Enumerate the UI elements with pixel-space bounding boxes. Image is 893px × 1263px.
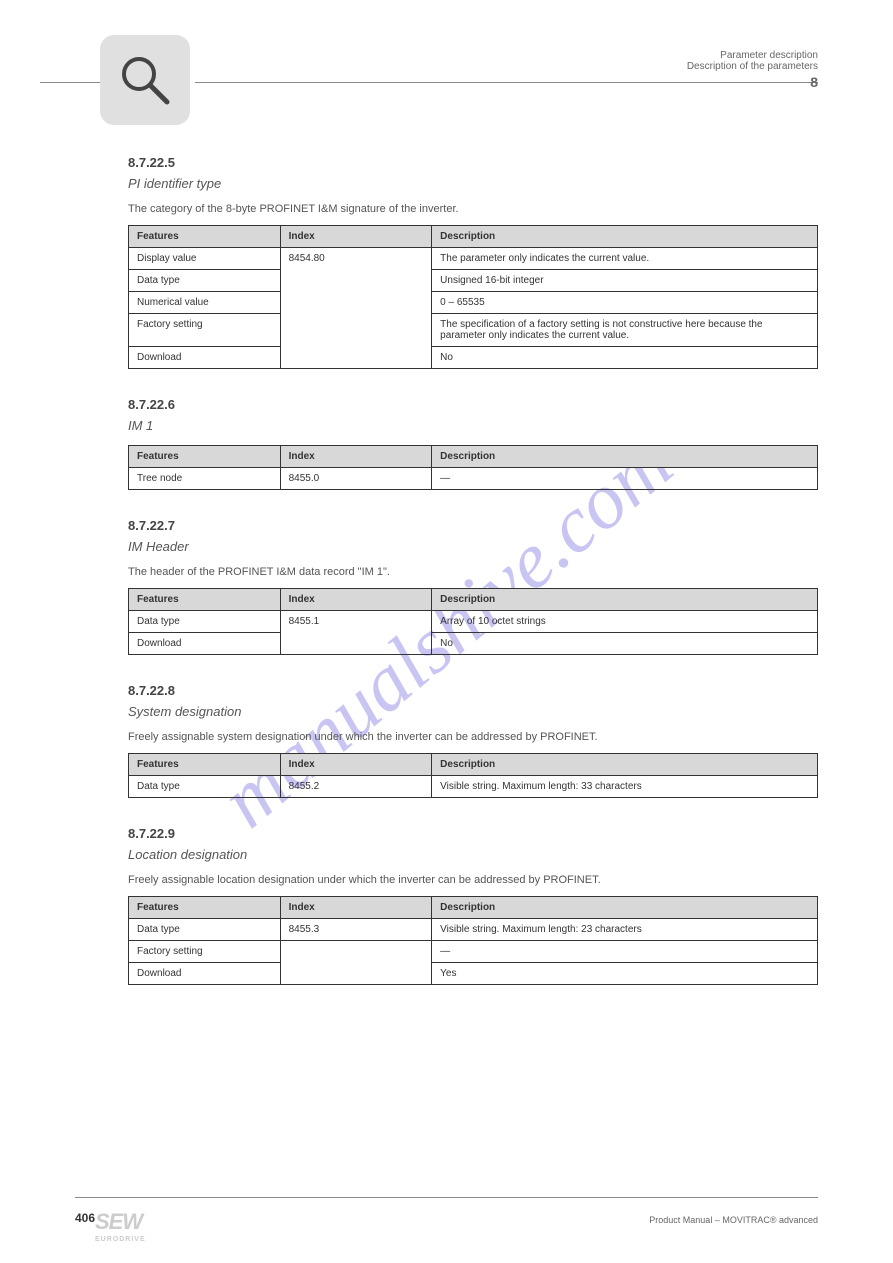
section-title: Location designation (128, 847, 818, 862)
table-cell: Data type (129, 776, 281, 798)
table-cell: Data type (129, 611, 281, 633)
table-row: Data type8455.1Array of 10 octet strings (129, 611, 818, 633)
param-table: FeaturesIndexDescriptionDisplay value845… (128, 225, 818, 369)
table-row: Numerical value 0 – 65535 (129, 292, 818, 314)
table-row: Tree node8455.0— (129, 468, 818, 490)
section: 8.7.22.9 Location designation Freely assig… (128, 826, 818, 985)
section-number: 8.7.22.7 (128, 518, 818, 533)
table-header: Description (432, 589, 818, 611)
table-row: Download No (129, 347, 818, 369)
param-table: FeaturesIndexDescriptionData type8455.1A… (128, 588, 818, 655)
table-header: Description (432, 226, 818, 248)
table-header: Description (432, 897, 818, 919)
table-row: Data type8455.3Visible string. Maximum l… (129, 919, 818, 941)
table-cell: Data type (129, 270, 281, 292)
section-number: 8.7.22.5 (128, 155, 818, 170)
table-cell: Download (129, 963, 281, 985)
section-number: 8.7.22.6 (128, 397, 818, 412)
table-cell: Download (129, 347, 281, 369)
section-desc: Freely assignable location designation u… (128, 874, 818, 886)
section: 8.7.22.5 PI identifier type The category o… (128, 155, 818, 369)
section-desc: The category of the 8-byte PROFINET I&M … (128, 203, 818, 215)
param-table: FeaturesIndexDescriptionTree node8455.0— (128, 445, 818, 490)
table-cell: Download (129, 633, 281, 655)
sew-logo: SEW (95, 1209, 142, 1235)
table-header: Features (129, 226, 281, 248)
main-content: 8.7.22.5 PI identifier type The category o… (128, 155, 818, 1013)
page-number: 406 (75, 1211, 95, 1225)
table-row: Factory setting — (129, 941, 818, 963)
top-line-left (40, 82, 100, 83)
table-header: Index (280, 446, 432, 468)
table-cell: Display value (129, 248, 281, 270)
section-desc: Freely assignable system designation und… (128, 731, 818, 743)
table-header: Description (432, 754, 818, 776)
section-number: 8.7.22.8 (128, 683, 818, 698)
doc-title: Product Manual – MOVITRAC® advanced (649, 1215, 818, 1225)
table-cell: Factory setting (129, 941, 281, 963)
section-desc: The header of the PROFINET I&M data reco… (128, 566, 818, 578)
magnifier-icon (100, 35, 190, 125)
table-cell: Yes (432, 963, 818, 985)
table-row: Data type Unsigned 16-bit integer (129, 270, 818, 292)
table-cell: Array of 10 octet strings (432, 611, 818, 633)
table-cell: Numerical value (129, 292, 281, 314)
footer-line (75, 1197, 818, 1198)
table-cell: Data type (129, 919, 281, 941)
table-cell: No (432, 633, 818, 655)
header-chap-label: Parameter description (687, 50, 818, 61)
param-table: FeaturesIndexDescriptionData type8455.3V… (128, 896, 818, 985)
table-cell: 0 – 65535 (432, 292, 818, 314)
table-cell: — (432, 941, 818, 963)
table-cell: Factory setting (129, 314, 281, 347)
table-cell: No (432, 347, 818, 369)
table-cell: 8455.2 (280, 776, 432, 798)
table-cell: The specification of a factory setting i… (432, 314, 818, 347)
section: 8.7.22.7 IM Header The header of the PROFI… (128, 518, 818, 655)
table-header: Description (432, 446, 818, 468)
table-header: Features (129, 446, 281, 468)
section-title: PI identifier type (128, 176, 818, 191)
section: 8.7.22.8 System designation Freely assigna… (128, 683, 818, 798)
table-header: Index (280, 754, 432, 776)
table-header: Index (280, 897, 432, 919)
table-cell: Visible string. Maximum length: 33 chara… (432, 776, 818, 798)
section-title: IM 1 (128, 418, 818, 433)
table-cell (280, 941, 432, 985)
section-title: System designation (128, 704, 818, 719)
table-header: Features (129, 754, 281, 776)
table-cell: 8455.1 (280, 611, 432, 655)
table-cell: The parameter only indicates the current… (432, 248, 818, 270)
table-row: Download No (129, 633, 818, 655)
table-row: Data type8455.2Visible string. Maximum l… (129, 776, 818, 798)
table-header: Features (129, 897, 281, 919)
table-cell: Tree node (129, 468, 281, 490)
table-cell: 8455.3 (280, 919, 432, 941)
section-number: 8.7.22.9 (128, 826, 818, 841)
header-right: Parameter description Description of the… (687, 50, 818, 90)
header-chap-num: 8 (687, 74, 818, 90)
table-row: Factory setting The specification of a fa… (129, 314, 818, 347)
table-cell: Visible string. Maximum length: 23 chara… (432, 919, 818, 941)
section: 8.7.22.6IM 1FeaturesIndexDescriptionTree… (128, 397, 818, 490)
table-cell: 8454.80 (280, 248, 432, 369)
table-row: Download Yes (129, 963, 818, 985)
sew-sub: EURODRIVE (95, 1236, 146, 1243)
section-title: IM Header (128, 539, 818, 554)
table-header: Index (280, 226, 432, 248)
table-cell: Unsigned 16-bit integer (432, 270, 818, 292)
table-header: Index (280, 589, 432, 611)
table-cell: — (432, 468, 818, 490)
header-sub-label: Description of the parameters (687, 61, 818, 72)
param-table: FeaturesIndexDescriptionData type8455.2V… (128, 753, 818, 798)
table-header: Features (129, 589, 281, 611)
table-row: Display value8454.80The parameter only i… (129, 248, 818, 270)
table-cell: 8455.0 (280, 468, 432, 490)
